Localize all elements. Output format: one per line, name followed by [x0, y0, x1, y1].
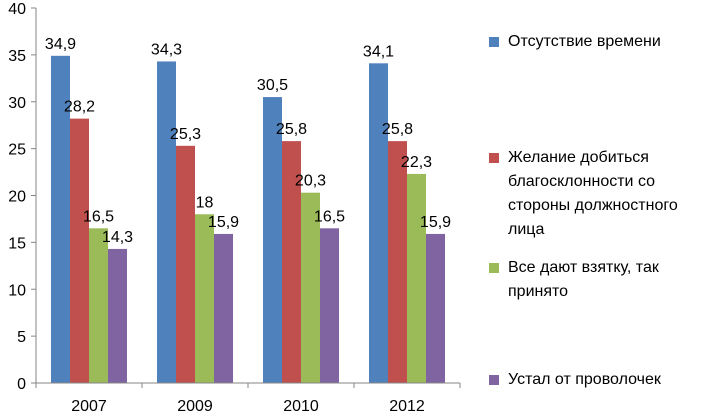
data-label-3-3: 15,9 — [420, 214, 451, 231]
bar-0-0 — [51, 55, 70, 383]
data-label-3-1: 15,9 — [208, 214, 239, 231]
legend-label-1: Желание добиться благосклонности со стор… — [508, 149, 678, 238]
data-label-0-1: 34,3 — [151, 41, 182, 58]
bar-3-1 — [214, 233, 233, 383]
y-tick-label-0: 0 — [17, 376, 26, 393]
bar-1-0 — [70, 118, 89, 383]
y-tick-label-7: 35 — [8, 48, 26, 65]
bar-0-2 — [263, 97, 282, 383]
data-label-1-0: 28,2 — [64, 99, 95, 116]
legend-swatch-1 — [489, 153, 499, 163]
y-tick-label-5: 25 — [8, 142, 26, 159]
x-tick-label-2: 2010 — [283, 398, 319, 415]
bar-3-0 — [108, 248, 127, 383]
data-label-0-0: 34,9 — [45, 36, 76, 53]
data-labels: 34,9 28,2 16,5 14,3 34,3 25,3 18 15,9 30,5 25,8 20… — [45, 36, 451, 246]
data-label-0-2: 30,5 — [257, 77, 288, 94]
data-label-1-3: 25,8 — [382, 121, 413, 138]
data-label-2-1: 18 — [196, 194, 214, 211]
data-label-1-1: 25,3 — [170, 126, 201, 143]
bar-2-0 — [89, 228, 108, 383]
y-axis: 0 5 10 15 20 25 30 35 40 — [8, 1, 37, 393]
y-tick-label-1: 5 — [17, 329, 26, 346]
y-tick-label-8: 40 — [8, 1, 26, 18]
bar-3-2 — [320, 228, 339, 383]
bar-chart: 0 5 10 15 20 25 30 35 40 34,9 28,2 16,5 14,3 34,3 25,… — [8, 1, 461, 415]
legend-swatch-3 — [489, 375, 499, 385]
legend-item-3: Устал от проволочек — [489, 368, 713, 392]
bars — [51, 55, 445, 383]
y-tick-label-3: 15 — [8, 235, 26, 252]
y-tick-label-6: 30 — [8, 95, 26, 112]
y-tick-label-4: 20 — [8, 189, 26, 206]
legend-item-2: Все дают взятку, так принято — [489, 256, 713, 304]
x-tick-label-1: 2009 — [177, 398, 213, 415]
data-label-2-3: 22,3 — [401, 154, 432, 171]
data-label-3-2: 16,5 — [314, 208, 345, 225]
legend-swatch-2 — [489, 263, 499, 273]
legend-label-0: Отсутствие времени — [508, 33, 661, 50]
bar-2-3 — [407, 173, 426, 383]
x-axis: 2007 2009 2010 2012 — [35, 382, 461, 415]
legend-label-3: Устал от проволочек — [508, 371, 661, 388]
legend-item-0: Отсутствие времени — [489, 30, 713, 54]
x-tick-label-3: 2012 — [389, 398, 425, 415]
bar-3-3 — [426, 233, 445, 383]
legend-item-1: Желание добиться благосклонности со стор… — [489, 146, 713, 242]
data-label-3-0: 14,3 — [102, 229, 133, 246]
y-tick-label-2: 10 — [8, 282, 26, 299]
bar-2-1 — [195, 214, 214, 383]
bar-1-1 — [176, 145, 195, 383]
bar-1-2 — [282, 141, 301, 383]
bar-0-3 — [369, 63, 388, 383]
legend-label-2: Все дают взятку, так принято — [508, 259, 659, 300]
x-tick-label-0: 2007 — [71, 398, 107, 415]
bar-2-2 — [301, 192, 320, 383]
legend: Отсутствие времени Желание добиться благ… — [489, 0, 713, 416]
data-label-2-0: 16,5 — [83, 208, 114, 225]
bar-0-1 — [157, 61, 176, 383]
data-label-2-2: 20,3 — [295, 173, 326, 190]
data-label-1-2: 25,8 — [276, 121, 307, 138]
data-label-0-3: 34,1 — [363, 43, 394, 60]
bar-1-3 — [388, 141, 407, 383]
legend-swatch-0 — [489, 37, 499, 47]
